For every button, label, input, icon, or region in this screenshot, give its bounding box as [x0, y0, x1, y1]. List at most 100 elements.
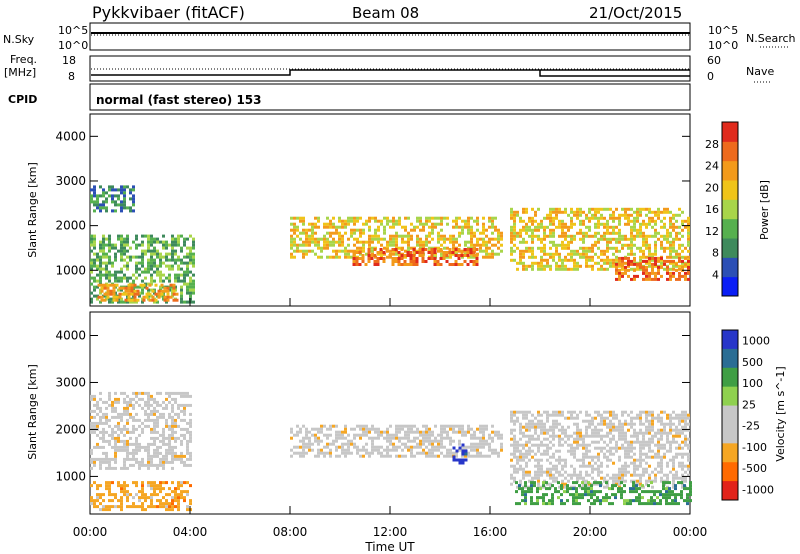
- velocity-cell: [183, 427, 186, 431]
- velocity-cell: [413, 424, 416, 428]
- power-cell: [156, 264, 159, 268]
- power-cell: [675, 262, 678, 266]
- velocity-cell: [380, 451, 383, 455]
- velocity-cell: [594, 455, 597, 459]
- velocity-cell: [665, 499, 668, 503]
- velocity-cell: [123, 493, 126, 497]
- velocity-cell: [666, 416, 669, 420]
- power-cell: [290, 234, 293, 238]
- power-cell: [633, 228, 636, 232]
- velocity-cell: [362, 445, 365, 449]
- velocity-cell: [96, 505, 99, 509]
- velocity-cell: [93, 445, 96, 449]
- velocity-cell: [117, 421, 120, 425]
- power-cell: [573, 267, 576, 271]
- power-cell: [329, 231, 332, 235]
- power-cell: [186, 261, 189, 265]
- velocity-cell: [516, 410, 519, 414]
- velocity-cell: [590, 490, 593, 494]
- velocity-cell: [389, 448, 392, 452]
- velocity-cell: [513, 455, 516, 459]
- velocity-cell: [114, 448, 117, 452]
- power-cell: [654, 240, 657, 244]
- power-cell: [127, 289, 131, 293]
- velocity-cell: [555, 467, 558, 471]
- velocity-cell: [522, 413, 525, 417]
- velocity-cell: [356, 433, 359, 437]
- velocity-cell: [686, 493, 689, 497]
- power-cell: [660, 256, 663, 260]
- velocity-cell: [183, 406, 186, 410]
- power-cell: [443, 216, 446, 220]
- velocity-cell: [488, 436, 491, 440]
- velocity-cell: [630, 446, 633, 450]
- velocity-cell: [479, 424, 482, 428]
- power-cell: [419, 237, 422, 241]
- power-cell: [153, 279, 156, 283]
- velocity-cell: [102, 508, 105, 512]
- velocity-cell: [368, 451, 371, 455]
- velocity-cell: [552, 452, 555, 456]
- velocity-cell: [500, 442, 503, 446]
- power-cell: [102, 191, 105, 195]
- velocity-cell: [572, 493, 575, 497]
- velocity-cell: [516, 485, 519, 489]
- nsky-label: N.Sky: [3, 33, 35, 46]
- velocity-cell: [368, 430, 371, 434]
- power-cell: [293, 237, 296, 241]
- power-cell: [479, 246, 482, 250]
- power-cell: [373, 248, 377, 251]
- velocity-cell: [111, 466, 114, 470]
- power-cell: [651, 210, 654, 214]
- velocity-cell: [326, 451, 329, 455]
- velocity-cell: [597, 428, 600, 432]
- velocity-cell: [344, 424, 347, 428]
- power-cell: [570, 255, 573, 259]
- velocity-cell: [126, 490, 129, 494]
- velocity-cell: [144, 499, 147, 503]
- power-cell: [618, 234, 621, 238]
- power-cell: [618, 219, 621, 223]
- velocity-cell: [576, 428, 579, 432]
- power-cell: [180, 246, 183, 250]
- power-cell: [636, 228, 639, 232]
- power-cell: [400, 248, 404, 251]
- velocity-cell: [635, 484, 638, 488]
- velocity-cell: [147, 445, 150, 449]
- power-cell: [621, 246, 624, 250]
- velocity-cell: [513, 422, 516, 426]
- power-cell: [428, 225, 431, 229]
- velocity-cell: [567, 434, 570, 438]
- power-cell: [419, 222, 422, 226]
- velocity-cell: [180, 481, 183, 485]
- power-cell: [510, 246, 513, 250]
- power-cell: [150, 255, 153, 259]
- power-cell: [485, 252, 488, 256]
- power-cell: [136, 289, 140, 293]
- power-cell: [186, 270, 189, 274]
- velocity-cell: [123, 433, 126, 437]
- power-cell: [579, 228, 582, 232]
- velocity-cell: [102, 400, 105, 404]
- velocity-cell: [540, 452, 543, 456]
- power-cell: [549, 246, 552, 250]
- velocity-cell: [513, 479, 516, 483]
- velocity-cell: [590, 502, 593, 506]
- velocity-cell: [570, 416, 573, 420]
- power-cell: [669, 225, 672, 229]
- power-cell: [440, 222, 443, 226]
- power-cell: [377, 225, 380, 229]
- velocity-cell: [545, 481, 548, 485]
- velocity-cell: [684, 422, 687, 426]
- power-cell: [326, 216, 329, 220]
- velocity-cell: [180, 484, 183, 488]
- velocity-cell: [635, 490, 638, 494]
- power-cell: [470, 234, 473, 238]
- power-cell: [150, 279, 153, 283]
- power-cell: [138, 273, 141, 277]
- power-cell: [473, 234, 476, 238]
- velocity-cell: [630, 449, 633, 453]
- velocity-cell: [629, 502, 632, 506]
- power-cell: [404, 225, 407, 229]
- velocity-cell: [519, 431, 522, 435]
